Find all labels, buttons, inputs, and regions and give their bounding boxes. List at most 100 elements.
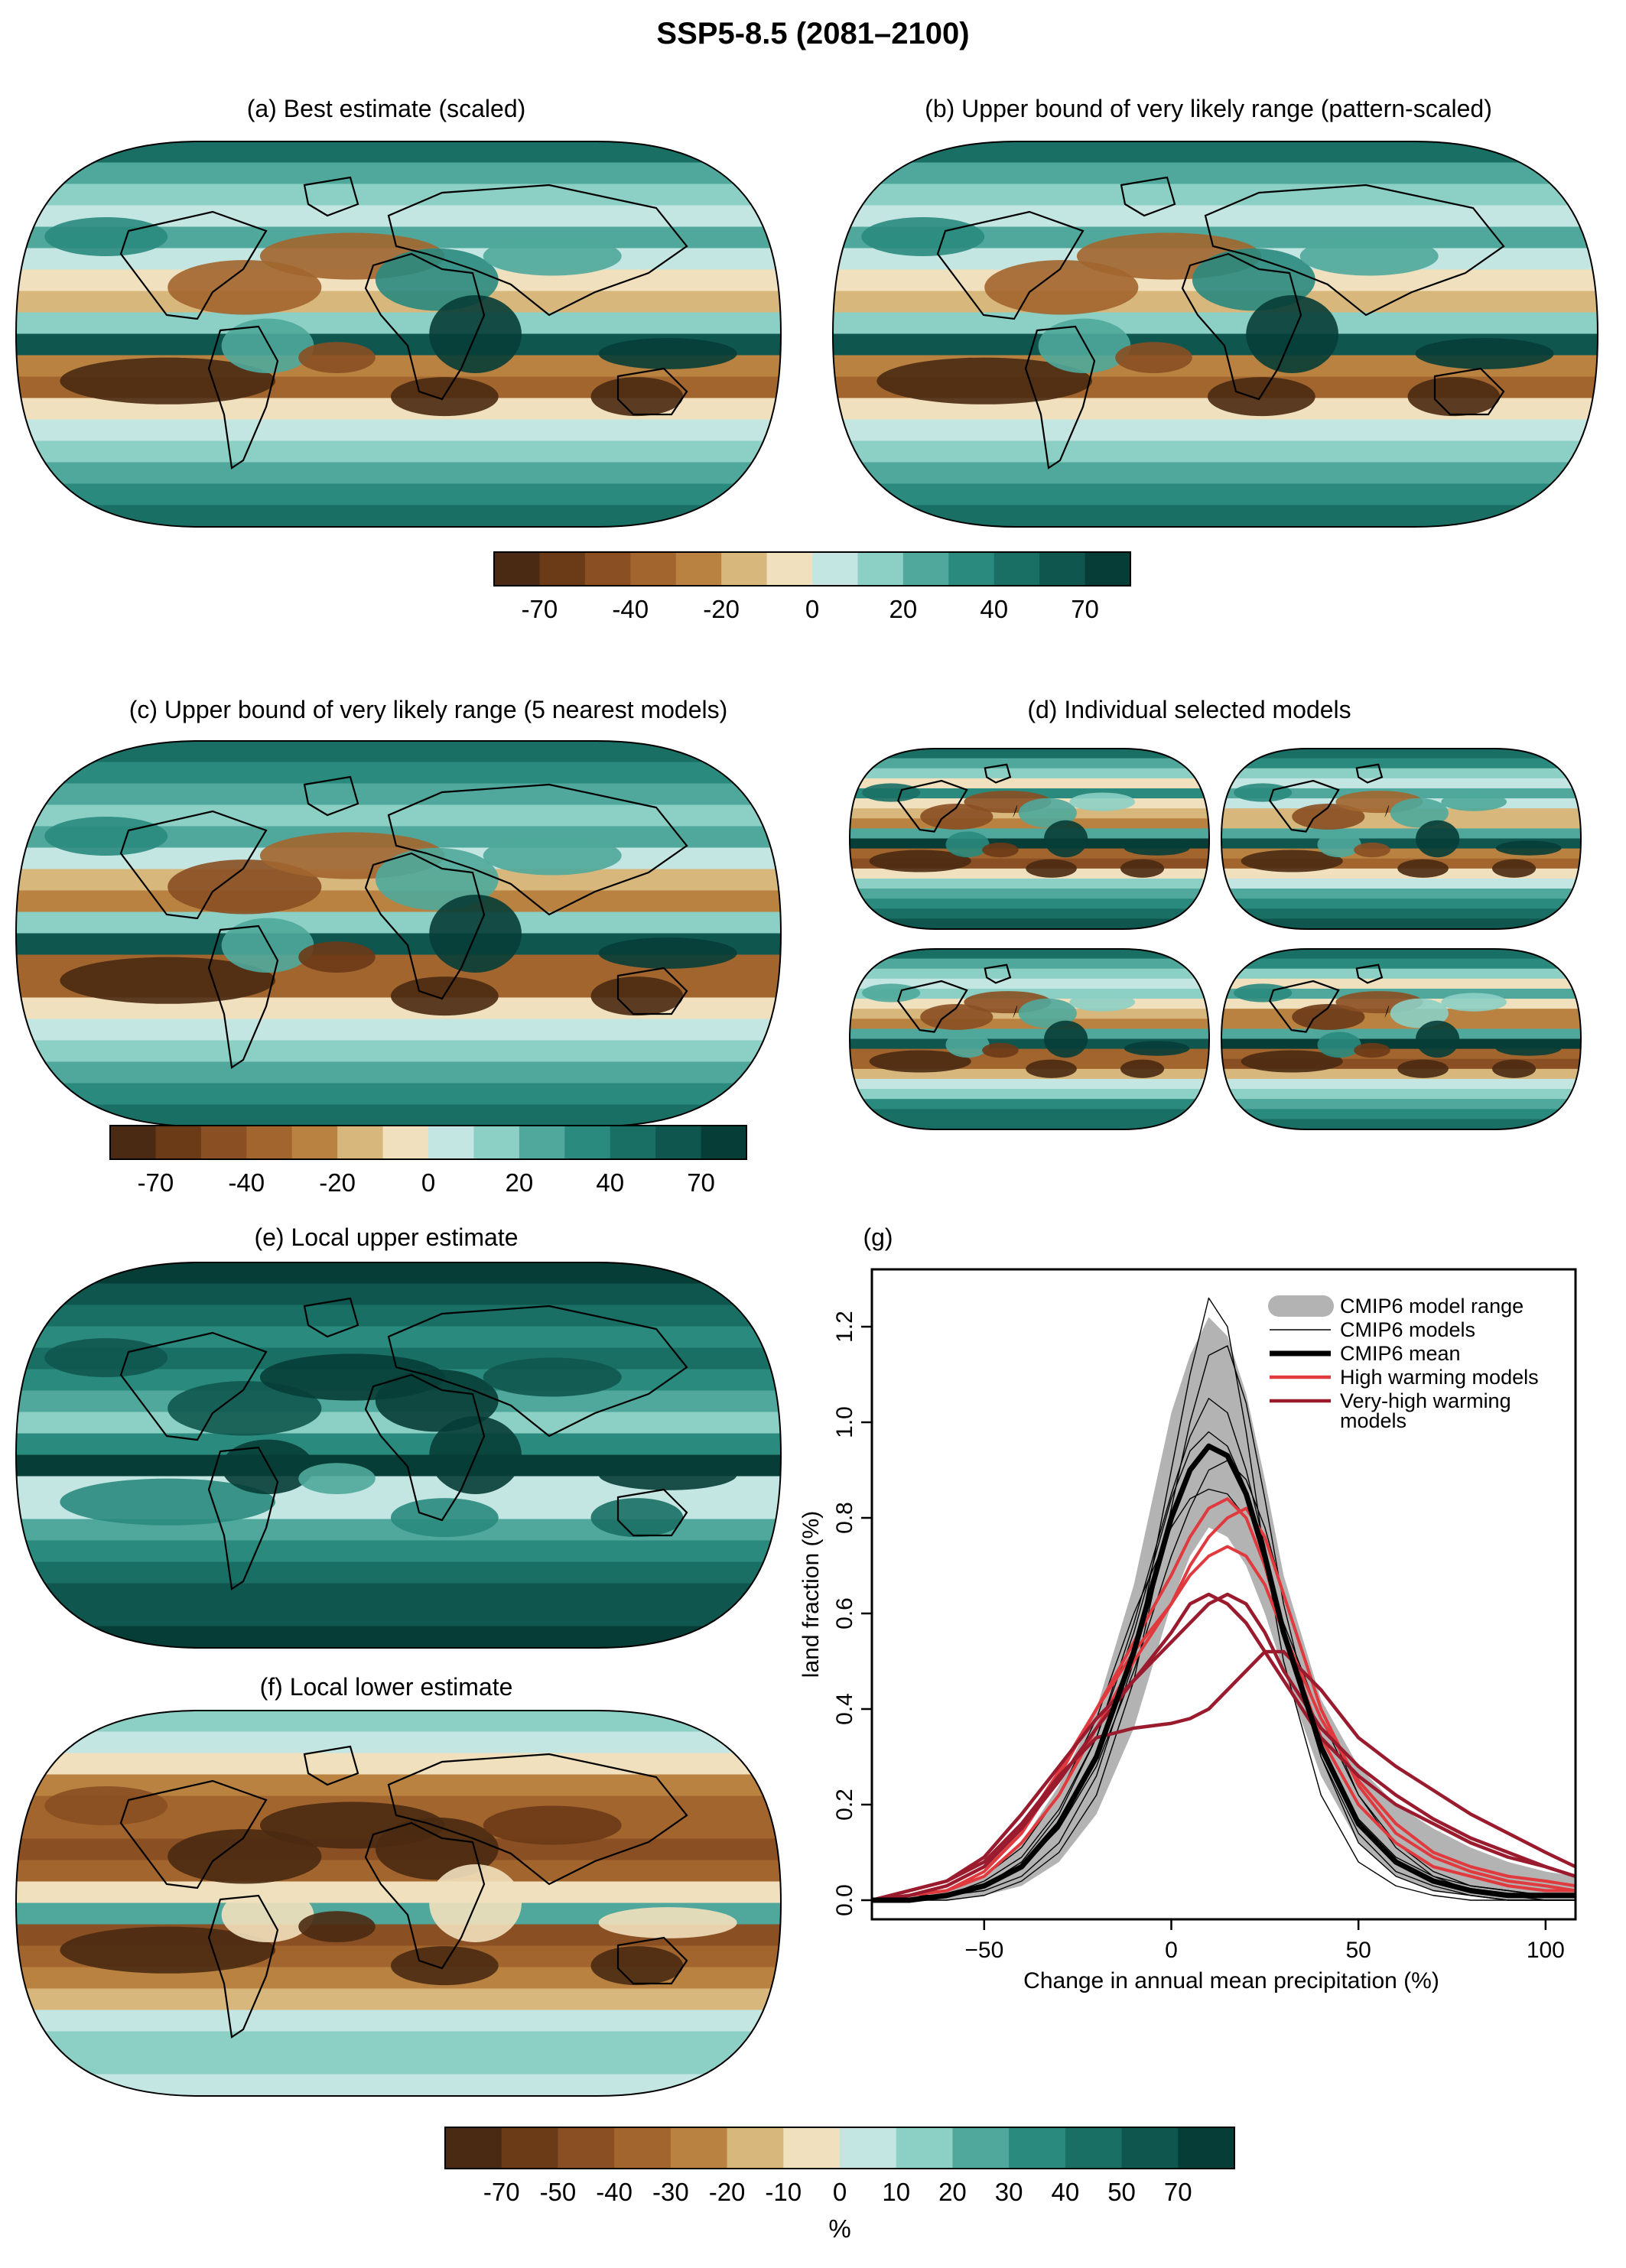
legend-label: CMIP6 model range (1340, 1295, 1524, 1318)
colorbar-swatch (473, 1126, 520, 1159)
colorbar-swatch (337, 1126, 384, 1159)
series-line (871, 1506, 1576, 1902)
colorbar-swatch (428, 1126, 474, 1159)
x-axis-label: Change in annual mean precipitation (%) (1023, 1968, 1439, 1993)
y-tick-label: 0.4 (832, 1693, 857, 1725)
map-panel-d2 (1220, 748, 1582, 930)
x-tick-label: −50 (964, 1938, 1003, 1963)
colorbar-swatch (766, 552, 813, 586)
colorbar-tick-label: -50 (540, 2178, 577, 2206)
panel-b-title: (b) Upper bound of very likely range (pa… (925, 95, 1492, 122)
y-axis-label: land fraction (%) (798, 1511, 824, 1678)
colorbar-tick-label: -70 (138, 1168, 174, 1197)
colorbar-swatch (539, 552, 586, 586)
colorbar-tick-label: -40 (596, 2178, 633, 2206)
colorbar-swatch (1178, 2127, 1235, 2169)
legend-label: Very-high warming (1340, 1389, 1511, 1412)
y-tick-label: 0.6 (832, 1597, 857, 1630)
colorbar-swatch (445, 2127, 502, 2169)
colorbar-swatch (1085, 552, 1131, 586)
series-line (872, 1398, 1576, 1901)
x-tick-label: 50 (1345, 1938, 1371, 1963)
colorbar-tick-label: 20 (505, 1168, 533, 1197)
colorbar-swatch (630, 552, 677, 586)
y-tick-label: 0.8 (832, 1502, 857, 1534)
colorbar-tick-label: 40 (980, 595, 1008, 623)
colorbar-swatch (670, 2127, 728, 2169)
colorbar-swatch (1065, 2127, 1123, 2169)
map-panel-b (831, 141, 1599, 528)
colorbar-swatch (721, 552, 768, 586)
model-range-band (872, 1317, 1576, 1900)
series-line (871, 1431, 1576, 1901)
series-line (871, 1497, 1576, 1902)
panel-g-title: (g) (863, 1223, 893, 1251)
colorbar-swatch (564, 1126, 611, 1159)
colorbar-swatch (857, 552, 904, 586)
colorbar-swatch (200, 1126, 247, 1159)
colorbar-tick-label: 20 (889, 595, 917, 623)
colorbar-swatch (655, 1126, 702, 1159)
colorbar-swatch (382, 1126, 429, 1159)
map-panel-a (15, 141, 782, 528)
colorbar-swatch (812, 552, 858, 586)
colorbar-tick-label: -40 (612, 595, 649, 623)
colorbar-tick-label: 0 (805, 595, 819, 623)
legend-label: CMIP6 mean (1340, 1342, 1461, 1365)
x-tick-label: 100 (1527, 1938, 1565, 1963)
colorbar-swatch (952, 2127, 1010, 2169)
x-tick-label: 0 (1165, 1938, 1178, 1963)
series-line (872, 1345, 1576, 1901)
colorbar-tick-label: -20 (319, 1168, 356, 1197)
colorbar-swatch (155, 1126, 202, 1159)
legend-label: CMIP6 models (1340, 1318, 1475, 1341)
colorbar-swatch (558, 2127, 615, 2169)
colorbar-swatch (614, 2127, 672, 2169)
series-line (872, 1297, 1576, 1901)
series-line (871, 1488, 1576, 1901)
colorbar-swatch (1009, 2127, 1066, 2169)
colorbar-swatch (110, 1126, 156, 1159)
colorbar-swatch (584, 552, 631, 586)
colorbar-swatch (519, 1126, 565, 1159)
colorbar-swatch (1039, 552, 1086, 586)
map-panel-f (15, 1710, 782, 2097)
map-panel-e (15, 1262, 782, 1649)
colorbar-swatch (291, 1126, 338, 1159)
series-line (871, 1545, 1576, 1902)
panel-c-title: (c) Upper bound of very likely range (5 … (128, 696, 728, 723)
colorbar-bottom: -70 -50 -40 -30 -20 -10 0 10 20 30 40 50 70% (444, 2127, 1235, 2243)
colorbar-swatch (840, 2127, 897, 2169)
panel-e-title: (e) Local upper estimate (254, 1223, 519, 1251)
colorbar-top: -70 -40 -20 0 20 40 70 (493, 551, 1131, 623)
figure-title: SSP5-8.5 (2081–2100) (656, 17, 970, 50)
y-tick-label: 1.0 (832, 1406, 857, 1438)
colorbar-swatch (501, 2127, 558, 2169)
colorbar-swatch (902, 552, 949, 586)
chart-panel-g: −50 0 50 100 0.0 0.2 0.4 0.6 0.8 1.0 1.2 Change in … (798, 1268, 1577, 1993)
colorbar-tick-label: -40 (228, 1168, 265, 1197)
y-tick-label: 0.0 (832, 1884, 857, 1916)
colorbar-middle: -70 -40 -20 0 20 40 70 (109, 1125, 747, 1197)
map-panel-d3 (848, 948, 1211, 1130)
map-panel-d1 (848, 748, 1211, 930)
legend-swatch-range (1268, 1295, 1334, 1317)
y-tick-label: 1.2 (832, 1311, 857, 1343)
colorbar-tick-label: -70 (522, 595, 558, 623)
legend-label: models (1340, 1409, 1406, 1432)
colorbar-swatch (246, 1126, 293, 1159)
colorbar-swatch (610, 1126, 656, 1159)
colorbar-tick-label: 0 (421, 1168, 435, 1197)
y-tick-label: 0.2 (832, 1789, 857, 1821)
series-line (871, 1592, 1576, 1902)
series-line (871, 1649, 1576, 1902)
series-cmip6-mean (872, 1443, 1576, 1903)
colorbar-unit-label: % (828, 2214, 850, 2243)
colorbar-swatch (783, 2127, 841, 2169)
colorbar-tick-label: -20 (703, 595, 740, 623)
colorbar-swatch (1121, 2127, 1179, 2169)
series-line (871, 1592, 1576, 1902)
colorbar-tick-label: 70 (687, 1168, 715, 1197)
colorbar-tick-label: 30 (995, 2178, 1023, 2206)
colorbar-swatch (948, 552, 995, 586)
